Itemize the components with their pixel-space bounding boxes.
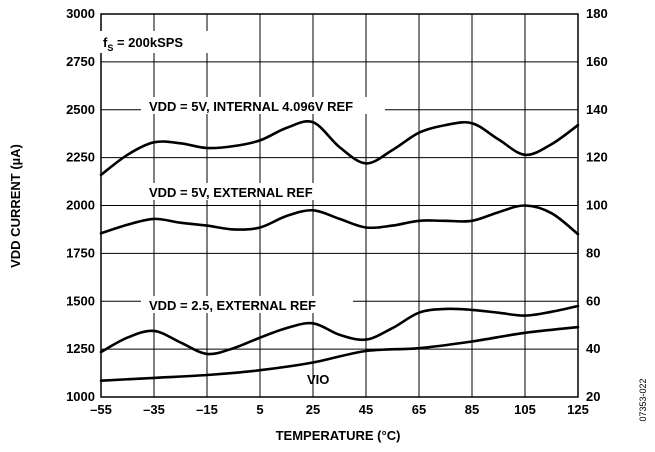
y-tick-label-right: 20 xyxy=(586,389,600,404)
y-tick-label-right: 40 xyxy=(586,341,600,356)
y-tick-label-left: 1500 xyxy=(66,293,95,308)
series-line-vio xyxy=(99,325,580,382)
y-tick-label-left: 2750 xyxy=(66,54,95,69)
figure-id: 07353-022 xyxy=(638,378,648,421)
annotation-f: f xyxy=(103,35,108,50)
series-label-internal: VDD = 5V, INTERNAL 4.096V REF xyxy=(149,99,353,114)
x-tick-label: 45 xyxy=(359,402,373,417)
x-tick-label: 65 xyxy=(412,402,426,417)
series-label-bg-internal xyxy=(141,97,385,114)
x-tick-label: 5 xyxy=(256,402,263,417)
annotation-bg xyxy=(98,31,220,53)
series-label-bg-external-2v5 xyxy=(141,296,353,313)
y-tick-label-left: 1750 xyxy=(66,245,95,260)
series-label-external-2v5: VDD = 2.5, EXTERNAL REF xyxy=(149,298,316,313)
y-tick-label-left: 1250 xyxy=(66,341,95,356)
series-label-bg-external-5v xyxy=(141,183,347,200)
x-axis-title: TEMPERATURE (°C) xyxy=(276,428,401,443)
series-line-external-ref-2v5 xyxy=(99,304,580,356)
y-tick-label-right: 140 xyxy=(586,102,608,117)
x-tick-label: –35 xyxy=(143,402,165,417)
y-tick-label-left: 1000 xyxy=(66,389,95,404)
x-tick-label: –55 xyxy=(90,402,112,417)
x-tick-label: 125 xyxy=(567,402,589,417)
y-tick-label-right: 160 xyxy=(586,54,608,69)
series-line-internal-ref xyxy=(99,120,580,177)
y-tick-label-right: 80 xyxy=(586,245,600,260)
x-tick-label: 85 xyxy=(465,402,479,417)
series-line-external-ref-5v xyxy=(99,204,580,236)
x-tick-label: 105 xyxy=(514,402,536,417)
y-tick-label-right: 120 xyxy=(586,150,608,165)
y-tick-label-left: 2500 xyxy=(66,102,95,117)
x-tick-label: 25 xyxy=(306,402,320,417)
y-axis-title: VDD CURRENT (µA) xyxy=(8,144,23,268)
y-tick-label-right: 60 xyxy=(586,293,600,308)
annotation-value: = 200kSPS xyxy=(113,35,183,50)
y-tick-label-left: 2000 xyxy=(66,198,95,213)
y-tick-label-left: 2250 xyxy=(66,150,95,165)
annotation-subscript: S xyxy=(107,43,113,53)
y-tick-label-left: 3000 xyxy=(66,6,95,21)
annotation-fs: fS = 200kSPS xyxy=(103,35,183,53)
series-lines xyxy=(99,120,580,382)
plot-frame xyxy=(100,13,579,398)
tick-labels: –55 –35 –15 5 25 45 65 85 105 125 1000 1250 1500 1750… xyxy=(66,6,608,417)
series-label-external-5v: VDD = 5V, EXTERNAL REF xyxy=(149,185,313,200)
x-tick-label: –15 xyxy=(196,402,218,417)
y-tick-label-right: 100 xyxy=(586,198,608,213)
y-tick-label-right: 180 xyxy=(586,6,608,21)
series-label-vio: VIO xyxy=(307,372,329,387)
